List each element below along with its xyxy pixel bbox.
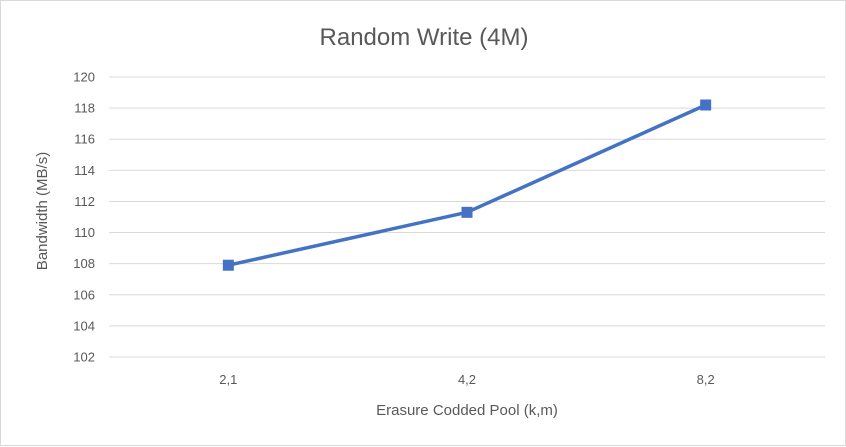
x-axis-tick-labels: 2,1 4,2 8,2 — [219, 372, 714, 387]
x-tick-label: 8,2 — [697, 372, 715, 387]
y-tick-label: 104 — [73, 318, 95, 333]
x-tick-label: 4,2 — [458, 372, 476, 387]
y-axis-title: Bandwidth (MB/s) — [34, 152, 51, 270]
y-axis-tick-labels: 102 104 106 108 110 112 114 116 118 120 — [73, 70, 95, 365]
x-tick-label: 2,1 — [219, 372, 237, 387]
y-tick-label: 116 — [74, 132, 95, 147]
x-axis-title: Erasure Codded Pool (k,m) — [376, 402, 558, 419]
chart-title: Random Write (4M) — [320, 24, 529, 51]
series-line — [226, 103, 708, 267]
y-tick-label: 110 — [74, 225, 95, 240]
data-point-8-2 — [700, 99, 712, 111]
y-tick-label: 120 — [73, 70, 95, 85]
y-tick-label: 118 — [74, 101, 95, 116]
series-layer — [222, 99, 712, 271]
y-tick-label: 102 — [73, 350, 95, 365]
data-point-4-2 — [461, 206, 473, 218]
y-tick-label: 112 — [74, 194, 95, 209]
y-tick-label: 108 — [73, 256, 95, 271]
y-tick-label: 114 — [74, 163, 95, 178]
data-point-2-1 — [222, 259, 234, 271]
y-tick-label: 106 — [73, 287, 95, 302]
